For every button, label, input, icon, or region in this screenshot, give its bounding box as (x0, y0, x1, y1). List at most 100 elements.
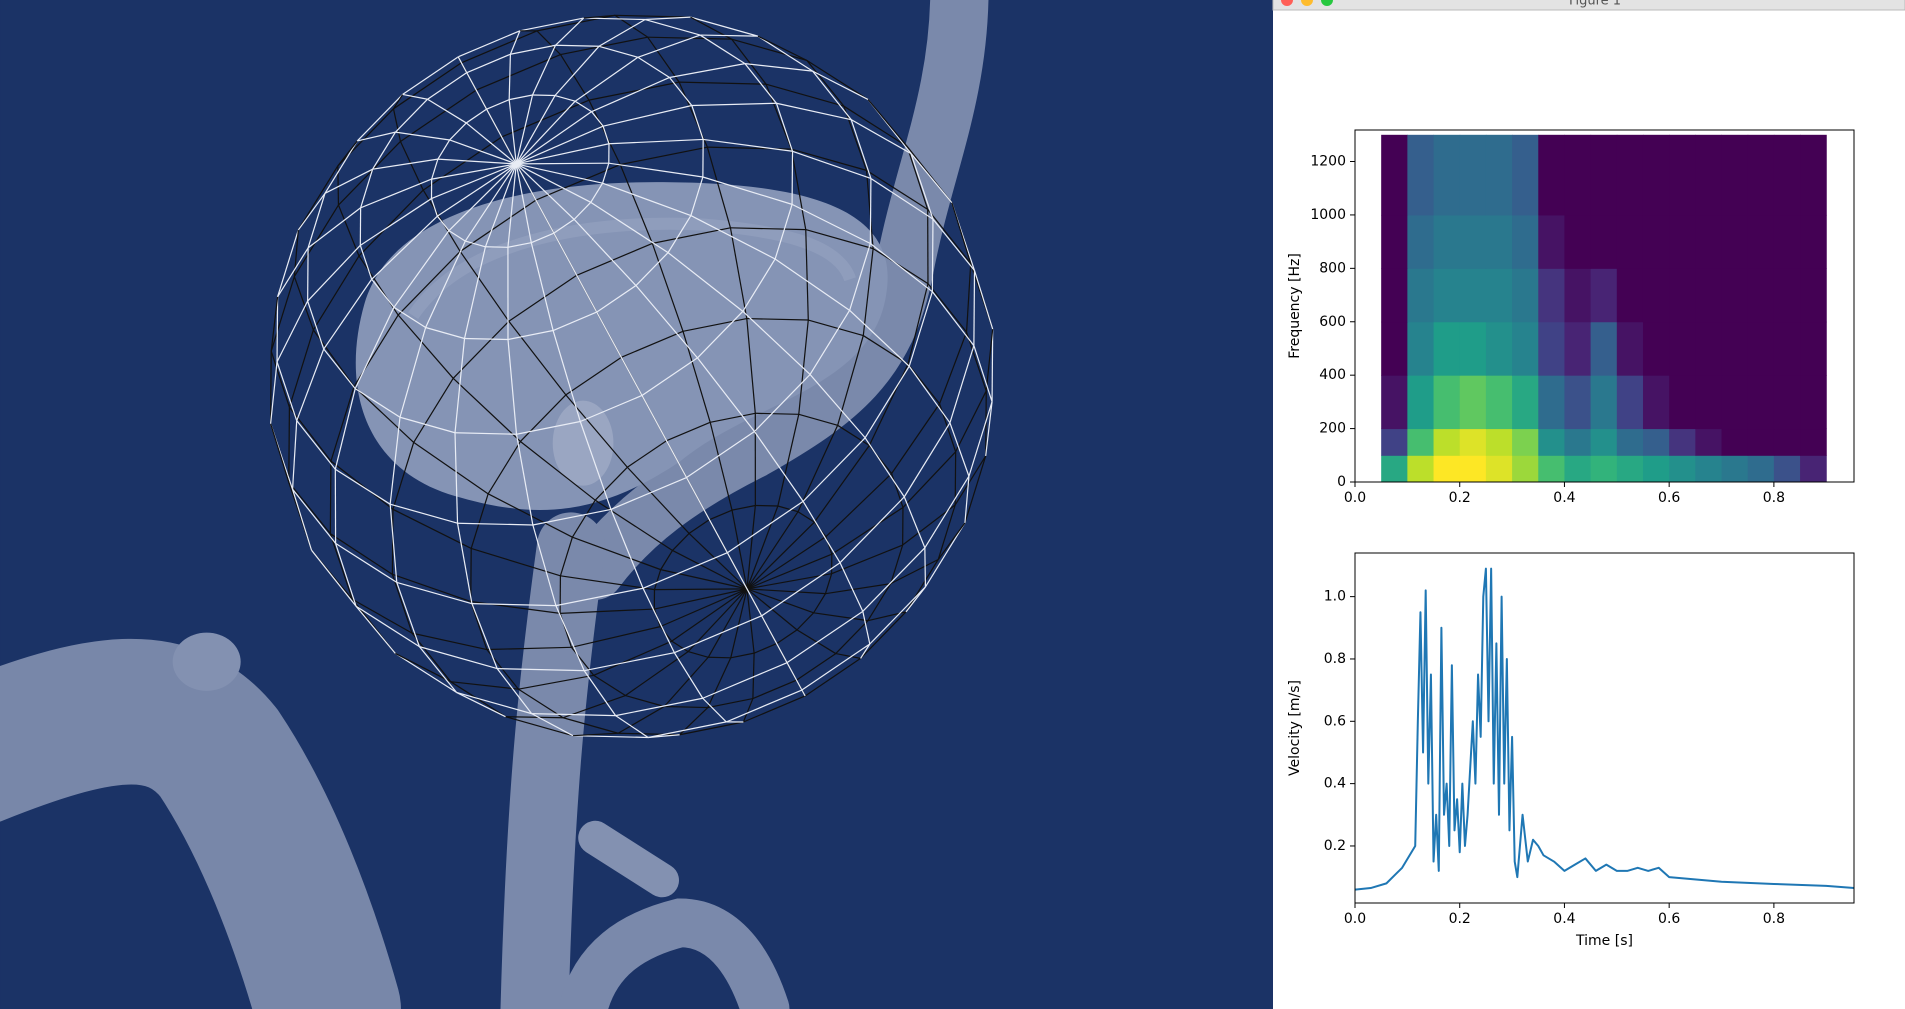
wire-edge (307, 244, 361, 302)
wire-edge (329, 533, 353, 600)
wire-edge (411, 632, 452, 683)
wire-edge (270, 296, 279, 352)
wire-edge (393, 62, 462, 110)
wire-edge (726, 552, 763, 617)
minimize-button[interactable] (1301, 0, 1313, 6)
close-button[interactable] (1281, 0, 1293, 6)
spectrogram-cell (1407, 428, 1435, 456)
wire-edge (786, 662, 803, 691)
wire-edge (484, 163, 517, 247)
wire-edge (360, 168, 374, 208)
wire-edge (270, 350, 290, 408)
x-tick-label: 0.6 (1658, 490, 1680, 506)
spectrogram-cell (1695, 428, 1723, 456)
spectrogram-cell (1538, 455, 1565, 483)
wire-edge (679, 721, 744, 736)
wire-edge (843, 105, 868, 171)
wire-edge (691, 105, 704, 140)
wire-edge (687, 651, 709, 658)
spectrogram-cell (1616, 268, 1644, 323)
wire-edge (991, 329, 994, 402)
wire-edge (508, 274, 578, 322)
wire-edge (393, 306, 426, 329)
wire-edge (776, 102, 852, 121)
spectrogram-cell (1695, 375, 1723, 430)
wire-edge (330, 460, 394, 510)
wire-edge (571, 626, 661, 648)
spectrogram-cell (1773, 134, 1801, 216)
window-title: Figure 1 (1569, 0, 1621, 9)
wire-edge (932, 218, 975, 271)
wire-edge (865, 170, 874, 249)
wire-edge (964, 476, 970, 523)
wire-edge (752, 679, 797, 700)
wire-edge (515, 111, 592, 165)
zoom-button[interactable] (1321, 0, 1333, 6)
wire-edge (572, 536, 661, 571)
spectrogram-cell (1616, 428, 1644, 456)
wire-edge (389, 504, 398, 583)
wire-edge (449, 122, 467, 141)
spectrogram-cell (1564, 214, 1592, 269)
wire-edge (485, 246, 508, 248)
spectrogram-cell (1512, 134, 1539, 216)
branch-stub (172, 632, 241, 691)
wire-edge (560, 36, 648, 56)
wire-edge (452, 320, 510, 379)
y-tick-label: 600 (1319, 314, 1346, 330)
wire-edge (392, 94, 404, 110)
wire-edge (729, 227, 748, 319)
wire-edge (754, 374, 811, 432)
wire-edge (392, 442, 415, 510)
wire-edge (324, 140, 358, 194)
wire-edge (487, 441, 521, 495)
wire-edge (515, 94, 534, 165)
wire-edge (699, 34, 746, 65)
wire-edge (955, 390, 987, 453)
spectrogram-cell (1695, 214, 1723, 269)
wire-edge (602, 163, 610, 184)
wire-edge (355, 605, 420, 648)
wire-edge (659, 588, 748, 628)
wire-edge (905, 586, 926, 613)
spectrogram-cell (1642, 375, 1670, 430)
spectrogram-cell (1485, 375, 1513, 430)
wire-edge (786, 610, 864, 664)
wire-edge (576, 242, 653, 276)
wire-edge (907, 283, 929, 365)
wire-edge (608, 138, 704, 145)
wire-edge (761, 562, 841, 617)
wire-edge (397, 251, 461, 316)
wire-edge (520, 440, 596, 501)
wire-edge (642, 587, 675, 653)
wire-edge (559, 537, 573, 576)
wire-edge (471, 603, 556, 607)
wire-edge (394, 652, 457, 693)
wire-edge (293, 276, 314, 331)
wire-edge (555, 44, 599, 47)
spectrogram-cell (1381, 375, 1408, 430)
spectrogram-cell (1669, 455, 1696, 483)
wire-edge (372, 131, 396, 170)
spectrogram-cell (1512, 268, 1539, 323)
spectrogram-cell (1800, 214, 1827, 269)
wire-edge (797, 425, 839, 512)
wire-edge (430, 198, 438, 217)
wire-edge (422, 136, 502, 191)
spectrogram-cell (1721, 375, 1749, 430)
wire-edge (869, 243, 933, 293)
figure-background (1273, 0, 1905, 1009)
wire-edge (869, 178, 872, 244)
wire-edge (707, 588, 748, 658)
spectrogram-cell (1381, 214, 1408, 269)
spectrogram-cell (1747, 375, 1775, 430)
spectrogram-cell (1407, 455, 1435, 483)
wire-edge (565, 356, 622, 396)
wire-edge (507, 339, 518, 435)
wire-edge (790, 149, 807, 230)
wire-edge (531, 713, 616, 717)
spectrogram-cell (1773, 455, 1801, 483)
spectrogram-cell (1616, 134, 1644, 216)
wire-edge (965, 263, 972, 333)
wire-edge (579, 421, 612, 510)
